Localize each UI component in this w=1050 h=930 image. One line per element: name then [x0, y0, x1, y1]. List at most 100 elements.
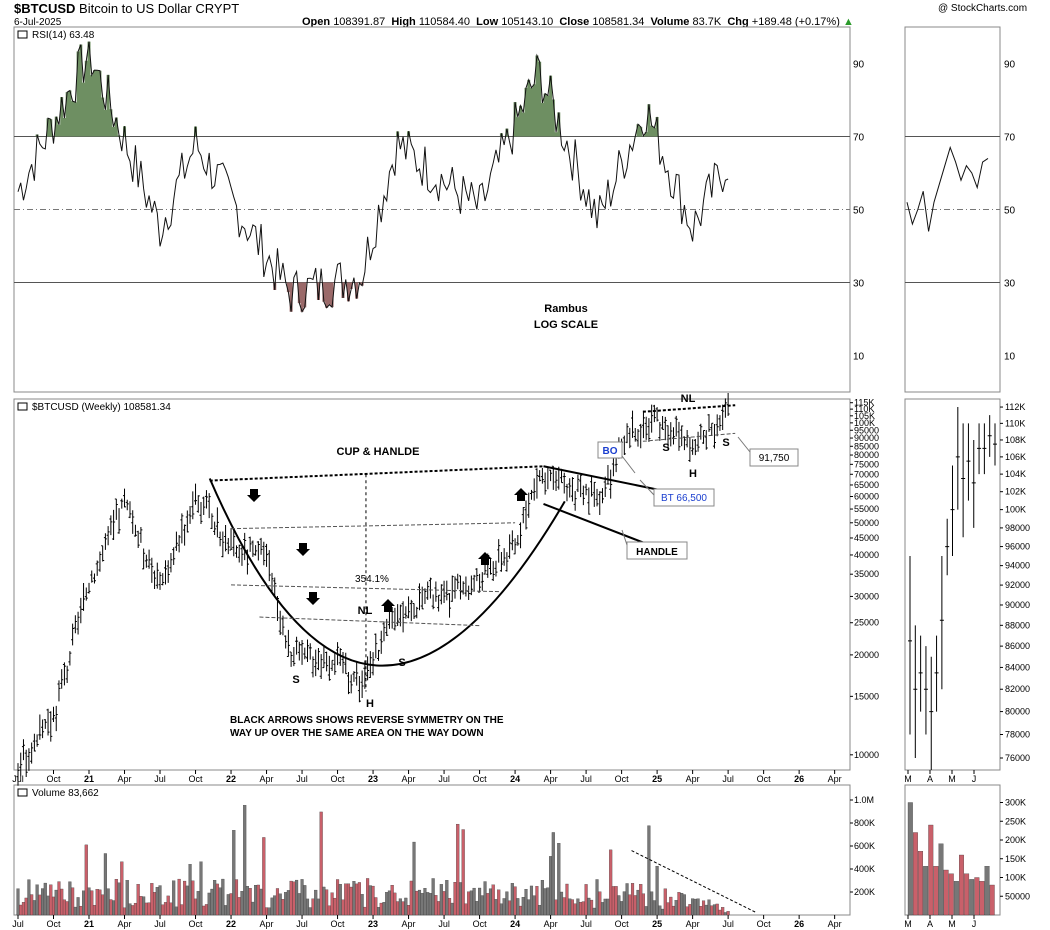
volume-bar	[322, 886, 326, 916]
volume-bar	[51, 896, 56, 916]
volume-bar	[620, 901, 624, 916]
volume-bar	[606, 898, 610, 916]
volume-bar	[71, 887, 75, 916]
neckline-top	[642, 404, 736, 413]
volume-bar	[379, 902, 383, 916]
resistance-line-2	[231, 584, 501, 593]
inset-x-tick-label: A	[927, 774, 933, 784]
volume-bar	[273, 895, 277, 916]
volume-bar	[54, 889, 58, 916]
volume-bar	[376, 907, 381, 916]
inset-price-tick-label: 76000	[1005, 753, 1030, 763]
volume-bar	[573, 903, 577, 916]
volume-bar	[647, 825, 651, 916]
volume-bar	[693, 898, 697, 916]
volume-bar	[385, 892, 389, 916]
volume-bar	[393, 892, 397, 916]
price-tick-label: 45000	[854, 533, 879, 543]
volume-bar	[472, 887, 476, 916]
volume-bar	[46, 895, 50, 916]
volume-bar	[658, 905, 662, 916]
volume-bar	[226, 894, 230, 916]
volume-bar	[311, 898, 315, 916]
volume-bar	[614, 886, 618, 916]
volume-bar	[434, 895, 438, 916]
volume-bar	[461, 829, 465, 916]
arrow-down-icon	[296, 543, 310, 556]
inset-volume-bar	[989, 884, 995, 916]
inset-volume-bar	[912, 832, 918, 916]
rsi-inset-tick-label: 50	[1004, 206, 1016, 217]
volume-bar	[570, 899, 574, 916]
volume-bar	[718, 909, 722, 916]
inset-x-tick-label: M	[904, 919, 912, 929]
x-tick-label: 24	[510, 774, 520, 784]
legend-box-icon	[17, 788, 28, 797]
handle-upper-line	[543, 465, 658, 491]
volume-bar	[256, 884, 260, 916]
volume-bar	[65, 901, 69, 916]
volume-bar	[368, 885, 372, 916]
inset-volume-bar	[918, 851, 924, 916]
volume-bar	[120, 861, 124, 916]
x-tick-label: 25	[652, 774, 662, 784]
rsi-tick-label: 70	[853, 133, 865, 144]
volume-tick-label: 200K	[854, 887, 875, 897]
volume-bar	[415, 890, 419, 916]
volume-bar	[103, 853, 107, 916]
volume-bar	[497, 889, 501, 916]
volume-bar	[699, 906, 703, 916]
inset-x-tick-label: M	[948, 919, 956, 929]
volume-bar	[150, 883, 154, 916]
volume-bar	[349, 886, 353, 916]
volume-bar	[303, 885, 307, 916]
inset-volume-bar	[969, 879, 975, 916]
x-tick-label: Oct	[473, 919, 488, 929]
inset-x-tick-label: M	[948, 774, 956, 784]
volume-bar	[396, 901, 400, 916]
volume-bar	[218, 887, 222, 916]
volume-bar	[513, 886, 517, 916]
price-tick-label: 30000	[854, 591, 879, 601]
x-tick-label: Apr	[118, 919, 132, 929]
volume-bar	[264, 907, 269, 916]
volume-bar	[663, 888, 667, 916]
volume-bar	[114, 879, 118, 916]
inset-volume-bar	[928, 824, 934, 916]
inset-volume-bar	[923, 866, 929, 916]
price-tick-label: 90000	[854, 433, 879, 443]
x-tick-label: 24	[510, 919, 520, 929]
x-tick-label: Apr	[686, 919, 700, 929]
volume-bar	[581, 901, 585, 916]
x-tick-label: 22	[226, 774, 236, 784]
volume-bar	[712, 904, 717, 916]
volume-bar	[21, 902, 26, 916]
x-tick-label: Oct	[615, 774, 630, 784]
volume-bar	[696, 898, 700, 916]
volume-bar	[554, 899, 558, 916]
x-tick-label: Jul	[438, 919, 450, 929]
x-tick-label: Oct	[189, 774, 204, 784]
volume-bar	[721, 907, 725, 916]
volume-bar	[527, 899, 531, 916]
volume-bar	[480, 895, 484, 916]
close-value: 108581.34	[592, 16, 645, 28]
close-label: Close	[559, 16, 590, 28]
volume-bar	[590, 899, 594, 916]
volume-bar	[297, 893, 301, 916]
volume-bar	[79, 905, 83, 916]
volume-bar	[715, 903, 719, 916]
volume-bar	[275, 888, 280, 916]
volume-bar	[625, 883, 629, 916]
volume-bar	[510, 883, 514, 916]
price-tick-label: 115K	[854, 398, 874, 408]
volume-bar	[387, 890, 391, 916]
volume-bar	[516, 898, 520, 916]
volume-bar	[30, 894, 34, 916]
note-arrows-line2: WAY UP OVER THE SAME AREA ON THE WAY DOW…	[230, 728, 484, 739]
volume-bar	[213, 880, 217, 916]
chart-header: $BTCUSD Bitcoin to US Dollar CRYPT	[14, 1, 239, 16]
volume-bar	[319, 811, 323, 916]
volume-bar	[420, 893, 424, 916]
volume-bar	[325, 889, 329, 916]
